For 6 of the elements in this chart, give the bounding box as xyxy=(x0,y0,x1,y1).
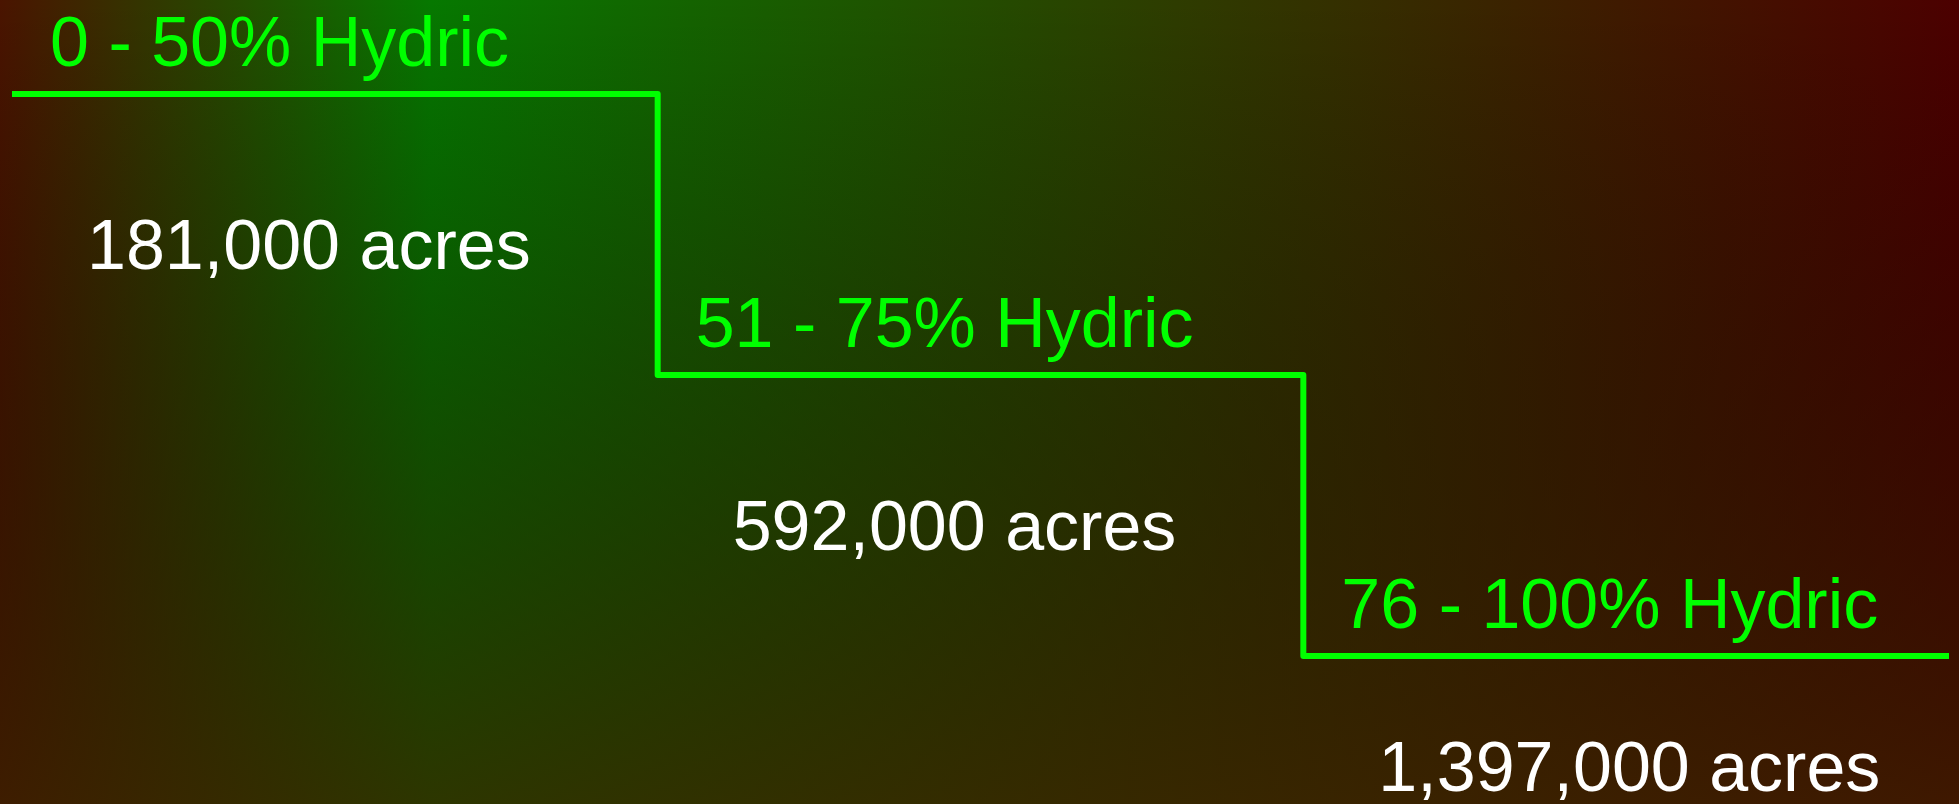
data-label: 1,397,000 acres xyxy=(1378,728,1881,804)
category-label: 51 - 75% Hydric xyxy=(695,284,1194,362)
category-label: 0 - 50% Hydric xyxy=(50,3,510,81)
category-label: 76 - 100% Hydric xyxy=(1341,565,1879,643)
data-label: 592,000 acres xyxy=(732,487,1177,565)
data-label: 181,000 acres xyxy=(87,206,531,284)
